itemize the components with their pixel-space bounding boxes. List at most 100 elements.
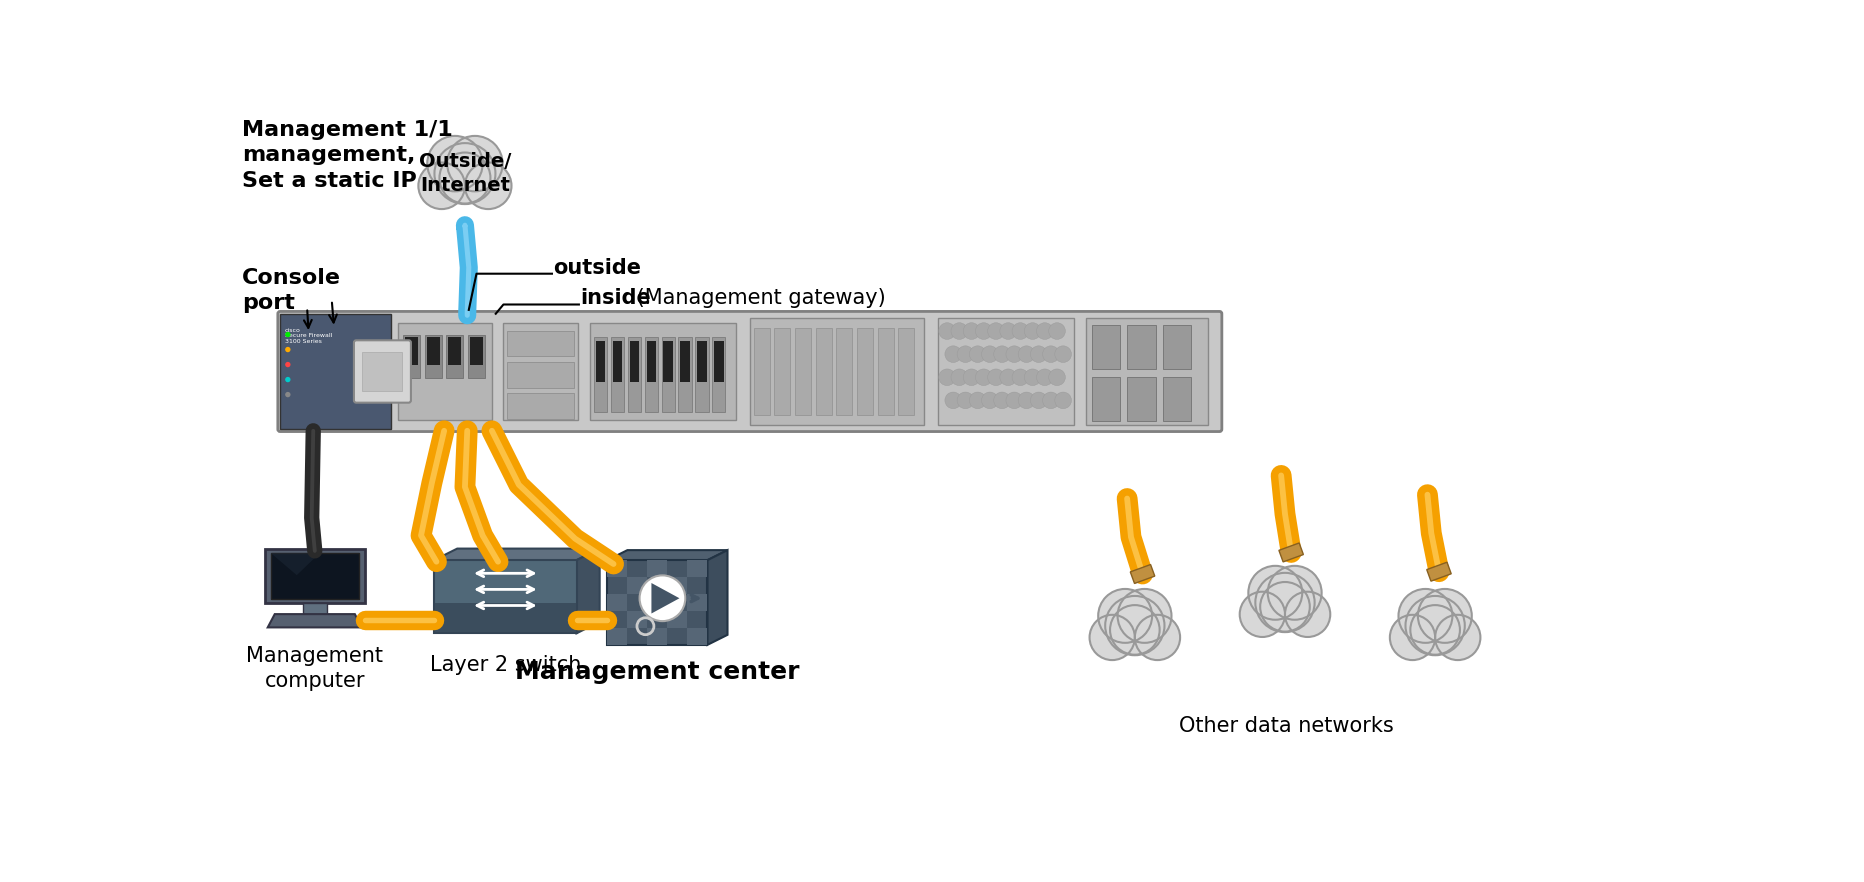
Text: inside: inside [580,288,651,309]
Bar [667,611,688,628]
Polygon shape [706,550,727,645]
Circle shape [1005,346,1021,363]
Bar [688,560,706,577]
Circle shape [1247,566,1301,620]
FancyBboxPatch shape [354,340,410,403]
Bar [794,327,811,415]
Circle shape [938,369,954,385]
Circle shape [1435,615,1480,660]
Circle shape [1018,346,1035,363]
Circle shape [1055,346,1072,363]
Circle shape [639,575,684,621]
Bar [749,318,923,424]
Circle shape [427,136,483,191]
Bar [608,628,626,645]
Circle shape [1260,582,1309,632]
Text: Management 1/1
management,
Set a static IP: Management 1/1 management, Set a static … [242,120,453,191]
Bar [714,341,723,382]
Circle shape [1240,592,1284,637]
Polygon shape [576,549,600,633]
Circle shape [1098,589,1152,643]
Bar [628,337,641,412]
Circle shape [464,162,511,209]
Bar [445,334,462,378]
Circle shape [1036,369,1053,385]
Bar [856,327,872,415]
Circle shape [1254,572,1314,632]
Polygon shape [270,553,319,575]
Text: cisco
Secure Firewall
3100 Series: cisco Secure Firewall 3100 Series [285,327,332,344]
Bar [1090,377,1120,422]
Text: Console
port: Console port [242,267,341,313]
Circle shape [1417,589,1471,643]
Circle shape [1023,323,1040,340]
Text: Management
computer: Management computer [246,647,384,691]
Text: outside: outside [554,258,641,278]
Circle shape [994,392,1010,408]
Circle shape [1042,392,1059,408]
Circle shape [1029,346,1046,363]
Circle shape [999,369,1016,385]
Circle shape [1036,323,1053,340]
Circle shape [1055,392,1072,408]
Bar [1426,562,1450,581]
Circle shape [969,346,986,363]
Circle shape [1109,605,1159,654]
Circle shape [994,346,1010,363]
Bar [678,337,692,412]
Bar [507,393,574,419]
Polygon shape [651,583,678,614]
Bar [447,337,460,364]
Bar [1085,318,1208,424]
Bar [815,327,831,415]
Bar [270,553,358,599]
Circle shape [1023,369,1040,385]
Polygon shape [434,549,600,560]
Bar [593,337,606,412]
Bar [647,628,667,645]
Circle shape [962,323,979,340]
Circle shape [1012,369,1029,385]
Bar [647,341,656,382]
Circle shape [418,162,464,209]
Circle shape [1029,392,1046,408]
Circle shape [1048,369,1064,385]
Bar [608,560,706,645]
Circle shape [285,392,291,397]
Circle shape [1012,323,1029,340]
Bar [626,611,647,628]
Circle shape [1398,589,1452,643]
Bar [507,331,574,356]
Circle shape [951,369,967,385]
Bar [688,628,706,645]
Bar [611,337,624,412]
Text: (Management gateway): (Management gateway) [630,288,885,309]
Circle shape [1409,605,1460,654]
Bar [835,327,852,415]
Circle shape [1018,392,1035,408]
Bar [1128,325,1156,370]
Bar [688,594,706,611]
Bar [647,594,667,611]
Bar [280,314,391,430]
Circle shape [1089,615,1133,660]
Bar [434,560,576,633]
Circle shape [1048,323,1064,340]
Circle shape [1133,615,1180,660]
Circle shape [1389,615,1435,660]
Circle shape [434,143,496,204]
Text: Layer 2 switch: Layer 2 switch [429,654,582,675]
Bar [695,337,708,412]
Circle shape [1117,589,1171,643]
Text: Management center: Management center [514,661,800,684]
Bar [589,323,736,420]
Circle shape [938,323,954,340]
Circle shape [951,323,967,340]
Text: Outside/
Internet: Outside/ Internet [419,153,511,195]
Bar [265,549,365,603]
Circle shape [285,377,291,382]
Bar [697,341,706,382]
Circle shape [969,392,986,408]
Bar [403,334,419,378]
Bar [626,577,647,594]
